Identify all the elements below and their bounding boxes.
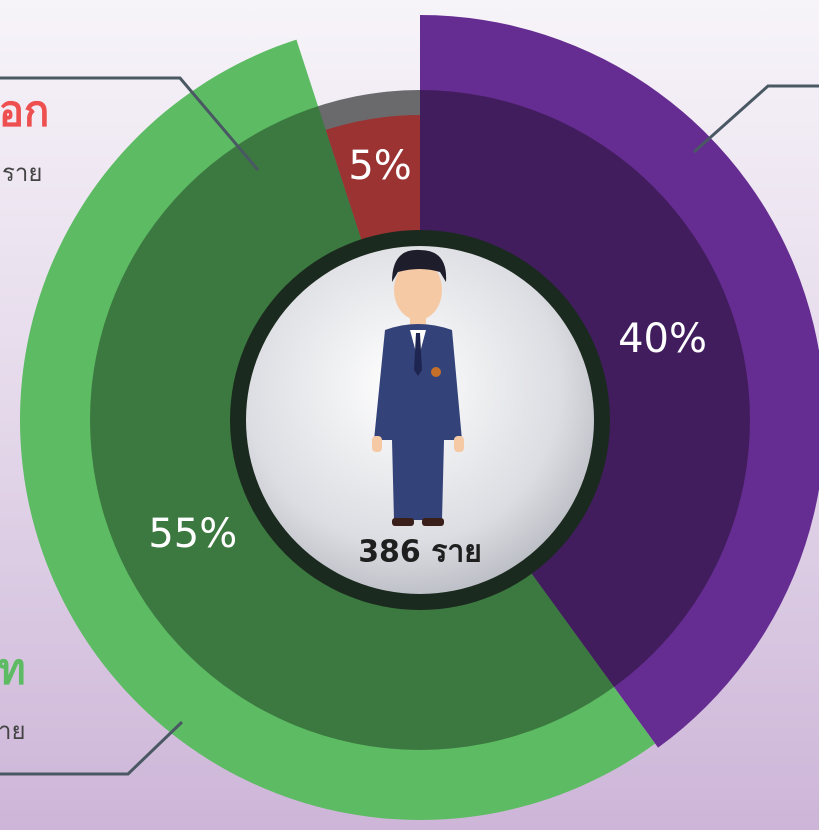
- callout-line: [0, 720, 184, 776]
- annotation: นอก: [0, 87, 49, 136]
- pie-slice: [420, 15, 819, 748]
- value-label: 40%: [618, 316, 707, 362]
- value-label: 55%: [148, 511, 237, 557]
- callout-line: [693, 84, 819, 154]
- center-label: 386 ราย: [358, 535, 482, 570]
- annotation: ราย: [2, 159, 42, 187]
- annotation: าย: [0, 717, 26, 745]
- annotation: ท: [0, 645, 26, 694]
- callout-line: [0, 76, 260, 171]
- person-icon: [372, 249, 464, 526]
- value-label: 5%: [348, 143, 411, 189]
